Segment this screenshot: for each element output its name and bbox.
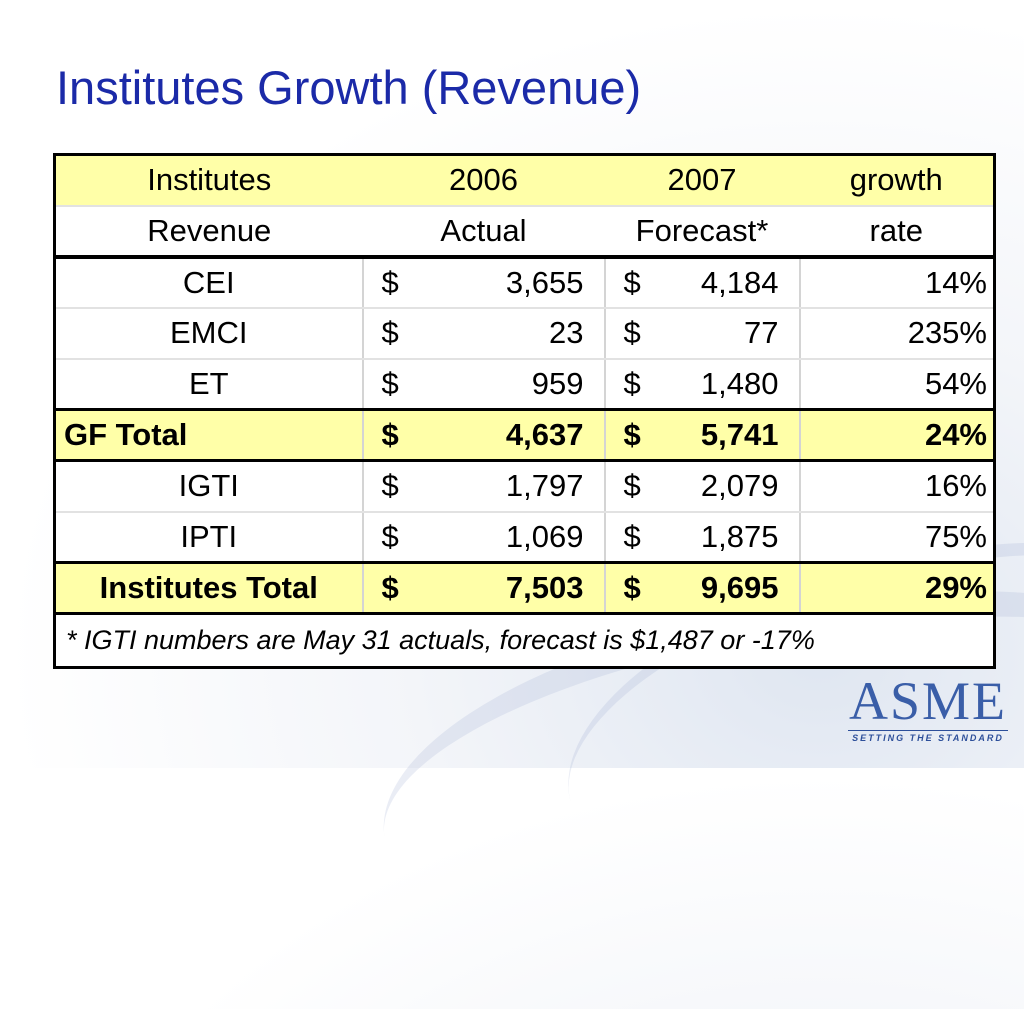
growth-rate: 16% (798, 459, 996, 513)
forecast-2007-cell: $2,079 (603, 459, 801, 513)
actual-2006-cell: $4,637 (361, 408, 606, 462)
logo-tagline: SETTING THE STANDARD (848, 730, 1008, 743)
currency-symbol: $ (381, 365, 399, 401)
table-row: EMCI $23 $77 235% (53, 306, 996, 360)
institute-name: IGTI (53, 459, 364, 513)
institute-name: IPTI (53, 510, 364, 564)
header-cell: growth (799, 153, 995, 207)
actual-2006-cell: $1,069 (361, 510, 606, 564)
total-label: Institutes Total (53, 561, 364, 615)
institute-name: EMCI (53, 306, 364, 360)
forecast-2007-cell: $5,741 (603, 408, 801, 462)
table-header-row: Revenue Actual Forecast* rate (54, 204, 995, 259)
forecast-value: 4,184 (700, 264, 779, 300)
currency-symbol: $ (623, 417, 641, 452)
header-cell: 2007 (604, 153, 800, 207)
currency-symbol: $ (381, 417, 399, 452)
header-cell: rate (799, 204, 995, 259)
actual-2006-cell: $7,503 (361, 561, 606, 615)
actual-value: 7,503 (505, 570, 584, 605)
forecast-2007-cell: $1,480 (603, 357, 801, 411)
forecast-value: 9,695 (700, 570, 779, 605)
forecast-2007-cell: $9,695 (603, 561, 801, 615)
currency-symbol: $ (381, 518, 399, 554)
logo-mark: ASME (848, 671, 1008, 731)
growth-rate: 235% (798, 306, 996, 360)
currency-symbol: $ (623, 315, 641, 350)
total-row: Institutes Total $7,503 $9,695 29% (53, 561, 996, 615)
currency-symbol: $ (381, 264, 399, 300)
actual-value: 1,797 (505, 468, 584, 504)
forecast-value: 2,079 (700, 468, 779, 504)
footnote: * IGTI numbers are May 31 actuals, forec… (54, 612, 995, 668)
actual-value: 23 (549, 315, 584, 350)
currency-symbol: $ (381, 315, 399, 350)
header-cell: Forecast* (604, 204, 800, 259)
total-label: GF Total (53, 408, 364, 462)
slide-title: Institutes Growth (Revenue) (56, 61, 642, 114)
institute-name: CEI (53, 255, 364, 309)
forecast-2007-cell: $4,184 (603, 255, 801, 309)
growth-rate: 24% (798, 408, 996, 462)
growth-rate: 54% (798, 357, 996, 411)
growth-rate: 14% (798, 255, 996, 309)
footnote-row: * IGTI numbers are May 31 actuals, forec… (54, 612, 995, 668)
table-row: CEI $3,655 $4,184 14% (53, 255, 996, 309)
forecast-2007-cell: $1,875 (603, 510, 801, 564)
forecast-value: 1,480 (700, 365, 779, 401)
currency-symbol: $ (623, 365, 641, 401)
currency-symbol: $ (623, 570, 641, 605)
forecast-value: 1,875 (700, 518, 779, 554)
currency-symbol: $ (381, 468, 399, 504)
actual-value: 959 (531, 365, 584, 401)
header-cell: Revenue (54, 204, 363, 259)
total-row: GF Total $4,637 $5,741 24% (53, 408, 996, 462)
forecast-value: 77 (744, 315, 779, 350)
table-row: IGTI $1,797 $2,079 16% (53, 459, 996, 513)
revenue-table: Institutes 2006 2007 growth Revenue Actu… (53, 153, 996, 669)
currency-symbol: $ (381, 570, 399, 605)
currency-symbol: $ (623, 518, 641, 554)
growth-rate: 29% (798, 561, 996, 615)
actual-value: 3,655 (505, 264, 584, 300)
actual-value: 4,637 (505, 417, 584, 452)
currency-symbol: $ (623, 264, 641, 300)
table-row: IPTI $1,069 $1,875 75% (53, 510, 996, 564)
header-cell: 2006 (362, 153, 605, 207)
forecast-value: 5,741 (700, 417, 779, 452)
asme-logo: ASME SETTING THE STANDARD (848, 671, 1008, 743)
currency-symbol: $ (623, 468, 641, 504)
header-cell: Actual (362, 204, 605, 259)
header-cell: Institutes (54, 153, 363, 207)
table-header-row: Institutes 2006 2007 growth (54, 153, 995, 207)
actual-value: 1,069 (505, 518, 584, 554)
institute-name: ET (53, 357, 364, 411)
actual-2006-cell: $959 (361, 357, 606, 411)
forecast-2007-cell: $77 (603, 306, 801, 360)
growth-rate: 75% (798, 510, 996, 564)
actual-2006-cell: $23 (361, 306, 606, 360)
actual-2006-cell: $1,797 (361, 459, 606, 513)
actual-2006-cell: $3,655 (361, 255, 606, 309)
revenue-table-container: Institutes 2006 2007 growth Revenue Actu… (53, 153, 996, 669)
table-row: ET $959 $1,480 54% (53, 357, 996, 411)
